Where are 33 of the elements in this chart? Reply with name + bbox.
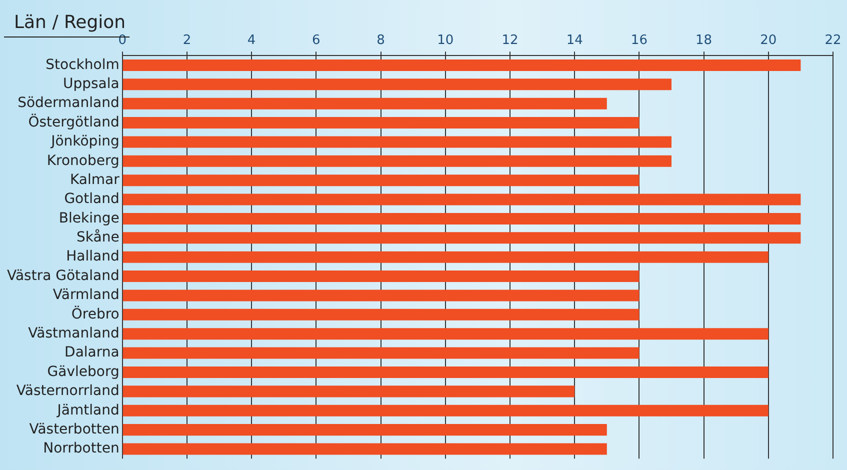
x-tick-label: 10	[437, 33, 454, 48]
y-tick-label: Västernorrland	[16, 383, 120, 400]
x-tick-label: 4	[247, 33, 256, 48]
y-tick-label: Kronoberg	[46, 152, 120, 169]
y-tick-label: Västmanland	[28, 326, 120, 342]
y-tick-label: Kalmar	[70, 172, 120, 188]
y-tick-label: Västra Götaland	[6, 268, 120, 284]
x-tick-label: 18	[696, 33, 712, 48]
y-tick-label: Norrbotten	[43, 440, 120, 457]
y-tick-label: Stockholm	[46, 56, 120, 73]
y-tick-label: Södermanland	[18, 95, 120, 112]
x-tick-label: 6	[312, 33, 320, 48]
y-tick-label: Västerbotten	[29, 421, 120, 438]
y-tick-label: Halland	[66, 248, 120, 265]
y-tick-label: Jönköping	[50, 134, 120, 150]
x-tick-label: 12	[502, 33, 518, 48]
x-tick-label: 8	[376, 33, 385, 48]
x-tick-label: 20	[760, 33, 777, 48]
y-tick-label: Gotland	[64, 191, 120, 208]
x-tick-label: 2	[182, 33, 192, 48]
y-tick-label: Dalarna	[64, 344, 120, 361]
y-tick-label: Örebro	[71, 305, 120, 322]
y-tick-label: Blekinge	[58, 210, 120, 226]
y-tick-label: Skåne	[76, 228, 120, 246]
y-tick-label: Gävleborg	[47, 364, 120, 380]
y-tick-label: Jämtland	[56, 402, 120, 418]
x-tick-label: 22	[824, 33, 842, 48]
y-tick-label: Värmland	[52, 287, 120, 304]
x-tick-label: 14	[566, 33, 583, 48]
y-tick-label: Östergötland	[28, 113, 120, 130]
y-tick-label: Uppsala	[62, 76, 120, 92]
y-axis-title: Län / Region	[14, 12, 126, 33]
x-tick-label: 16	[630, 33, 648, 48]
